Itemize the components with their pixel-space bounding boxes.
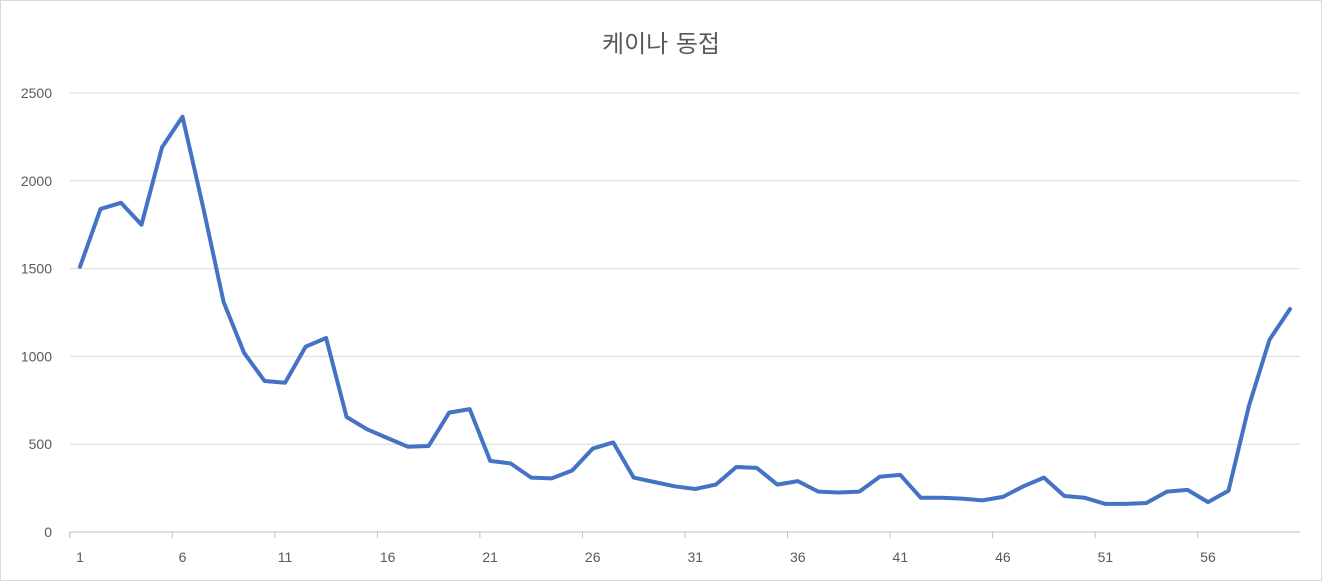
- y-tick-label: 500: [29, 436, 53, 452]
- x-tick-label: 31: [687, 549, 703, 565]
- x-tick-label: 56: [1200, 549, 1216, 565]
- y-tick-label: 1500: [21, 261, 52, 277]
- x-tick-label: 21: [482, 549, 498, 565]
- y-tick-label: 0: [44, 524, 52, 540]
- y-axis-labels: 0 500 1000 1500 2000 2500: [21, 85, 52, 540]
- gridlines: [70, 92, 1300, 445]
- x-tick-label: 1: [76, 549, 84, 565]
- chart-title: 케이나 동접: [601, 30, 721, 58]
- x-tick-label: 46: [995, 549, 1011, 565]
- plot-series: [78, 114, 1292, 506]
- x-tick-label: 36: [790, 549, 806, 565]
- x-axis: 1 6 11 16 21 26 31 36 41 46 51 56: [69, 531, 1300, 565]
- x-tick-label: 11: [278, 549, 293, 565]
- y-tick-label: 2000: [21, 173, 52, 189]
- x-tick-label: 6: [179, 549, 187, 565]
- x-tick-label: 26: [585, 549, 601, 565]
- x-tick-label: 41: [893, 549, 909, 565]
- y-tick-label: 2500: [21, 85, 52, 101]
- y-tick-label: 1000: [21, 348, 52, 364]
- series-line: [78, 114, 1292, 506]
- x-tick-label: 51: [1098, 549, 1114, 565]
- x-tick-label: 16: [380, 549, 396, 565]
